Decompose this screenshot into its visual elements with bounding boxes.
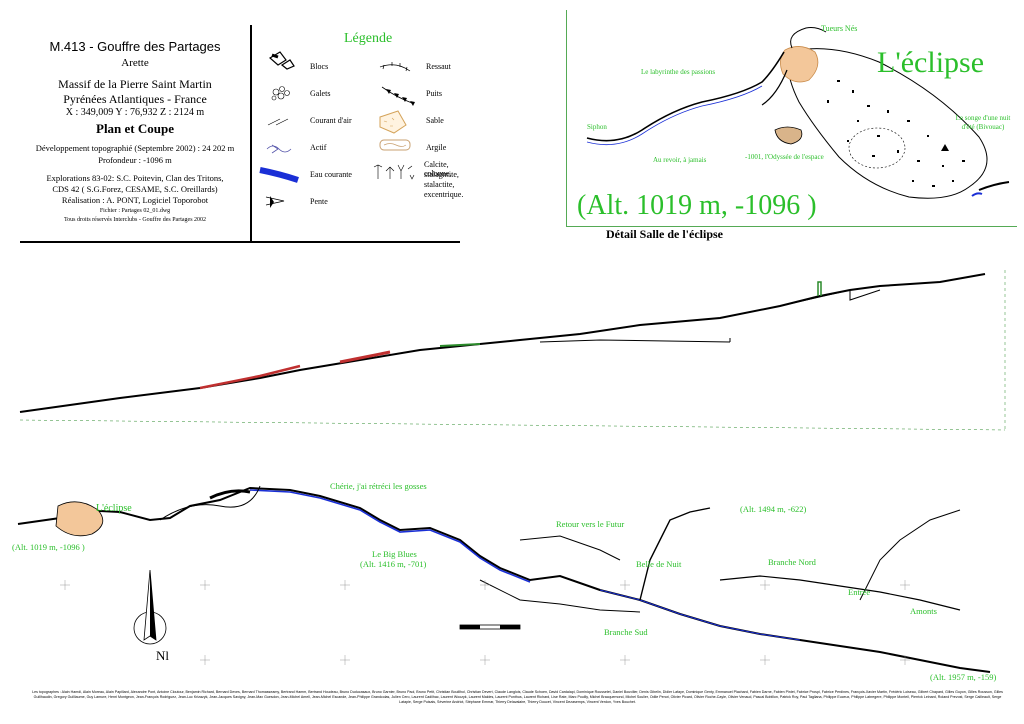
eclipse-room-map <box>586 27 1010 199</box>
block-scatter <box>827 80 965 187</box>
legend-label-courant-air: Courant d'air <box>310 116 352 125</box>
label-labyrinthe: Le labyrinthe des passions <box>641 68 716 76</box>
legend-label-calcite: Calcite, colonne, <box>424 160 452 178</box>
north-arrow-icon <box>133 569 167 645</box>
blocks-icon <box>268 51 295 70</box>
plan-label-eclipse-alt: (Alt. 1019 m, -1096 ) <box>12 542 85 552</box>
pit-icon <box>381 86 415 106</box>
realisation: Réalisation : A. PONT, Logiciel Toporobo… <box>61 195 209 205</box>
detail-inset: Tueurs Nés Le labyrinthe des passions Si… <box>566 10 1017 227</box>
plan-label-branche-sud: Branche Sud <box>604 627 648 637</box>
label-tueurs-nes: Tueurs Nés <box>821 24 858 33</box>
rights: Tous droits réservés Interclubs - Gouffr… <box>63 217 207 223</box>
legend-label-ressaut: Ressaut <box>426 62 451 71</box>
commune: Arette <box>121 57 149 69</box>
plan-label-branche-nord: Branche Nord <box>768 557 816 567</box>
plan-label-amonts: Amonts <box>910 606 937 616</box>
plan-label-alt-1957: (Alt. 1957 m, -159) <box>930 672 997 682</box>
legend-label-actif: Actif <box>310 143 327 152</box>
plan-label-belle-de-nuit: Belle de Nuit <box>636 559 682 569</box>
file-name: Fichier : Partages 02_01.dwg <box>99 208 171 214</box>
cave-code-name: M.413 - Gouffre des Partages <box>49 39 221 54</box>
massif: Massif de la Pierre Saint Martin <box>58 77 212 91</box>
plan-label-retour: Retour vers le Futur <box>556 519 625 529</box>
clay-icon <box>379 139 411 151</box>
legend-label-excentrique: excentrique. <box>424 190 464 199</box>
plan-label-entree: Entrée <box>848 587 871 597</box>
running-water-icon <box>259 167 299 183</box>
legend: Légende Blocs Galets Courant d'air Actif… <box>252 25 464 243</box>
cross-section-profile <box>19 270 1006 432</box>
label-songe: Le songe d'une nuit d'été (Bivouac) <box>955 114 1011 131</box>
title-block: M.413 - Gouffre des Partages Arette Mass… <box>20 25 252 243</box>
label-siphon: Siphon <box>587 123 607 131</box>
detail-caption: Détail Salle de l'éclipse <box>606 227 723 241</box>
step-icon <box>379 62 411 72</box>
legend-symbols <box>259 51 415 208</box>
label-au-revoir: Au revoir, à jamais <box>653 156 707 164</box>
legend-label-stalagmite: stalagmite, <box>424 170 459 179</box>
detail-altitude: (Alt. 1019 m, -1096 ) <box>577 190 817 221</box>
legend-label-puits: Puits <box>426 89 443 98</box>
region: Pyrénées Atlantiques - France <box>63 92 207 106</box>
plan-label-big-blues-alt: (Alt. 1416 m, -701) <box>360 559 427 569</box>
air-current-icon <box>267 118 289 126</box>
plan-label-big-blues: Le Big Blues <box>372 549 417 559</box>
legend-label-argile: Argile <box>426 143 447 152</box>
explorations: Explorations 83-02: S.C. Poitevin, Clan … <box>46 173 224 183</box>
label-odyssee: -1001, l'Odyssée de l'espace <box>745 153 824 161</box>
detail-room-name: L'éclipse <box>877 46 985 79</box>
plan-label-cherie: Chérie, j'ai rétréci les gosses <box>330 481 427 491</box>
development: Développement topographié (Septembre 200… <box>35 143 235 153</box>
legend-label-eau-courante: Eau courante <box>310 170 352 179</box>
explorations-clubs: CDS 42 ( S.G.Forez, CESAME, S.C. Oreilla… <box>52 184 218 194</box>
legend-label-galets: Galets <box>310 89 331 98</box>
legend-title: Légende <box>344 31 393 46</box>
legend-label-sable: Sable <box>426 116 444 125</box>
pebbles-icon <box>271 86 290 101</box>
plan-label-eclipse: L'éclipse <box>96 503 132 514</box>
calcite-icon <box>373 164 415 180</box>
plan-title: Plan et Coupe <box>96 121 174 136</box>
active-stream-icon <box>266 144 292 154</box>
sand-icon <box>379 110 407 134</box>
surveyors-credits: Les topographes : Alain Hamdi, Alain Mor… <box>32 690 1003 704</box>
coordinates: X : 349,009 Y : 76,932 Z : 2124 m <box>65 107 205 118</box>
legend-label-pente: Pente <box>310 197 328 206</box>
plan-label-alt-1494: (Alt. 1494 m, -622) <box>740 504 807 514</box>
legend-label-blocks: Blocs <box>310 62 329 71</box>
north-label: Nl <box>156 648 169 663</box>
legend-label-stalactite: stalactite, <box>424 180 455 189</box>
slope-icon <box>265 196 285 208</box>
depth: Profondeur : -1096 m <box>98 155 172 165</box>
